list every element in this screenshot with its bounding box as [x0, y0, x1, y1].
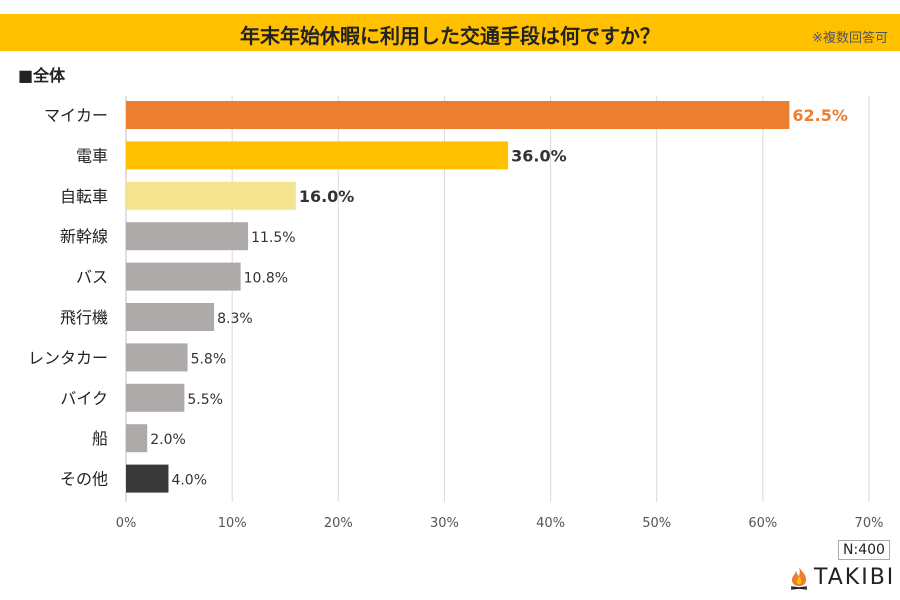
bar	[126, 464, 169, 493]
data-label: 16.0%	[299, 187, 355, 206]
multiple-answer-note: ※複数回答可	[812, 31, 888, 46]
data-label: 8.3%	[217, 311, 253, 327]
bar	[126, 343, 188, 372]
data-label: 62.5%	[792, 106, 848, 125]
category-label: 船	[92, 429, 108, 448]
takibi-logo: TAKIBI	[788, 565, 895, 590]
flame-icon	[790, 566, 808, 590]
bar	[126, 222, 249, 251]
x-tick-label: 60%	[748, 516, 777, 531]
bar	[126, 424, 148, 453]
data-label: 10.8%	[244, 271, 288, 287]
category-label: バイク	[60, 389, 108, 408]
category-label: 電車	[76, 146, 108, 165]
x-tick-label: 50%	[642, 516, 671, 531]
category-label: その他	[60, 470, 108, 489]
category-label: 飛行機	[60, 308, 108, 327]
x-tick-label: 70%	[855, 516, 884, 531]
x-tick-label: 20%	[324, 516, 353, 531]
category-label: 新幹線	[60, 227, 108, 246]
category-label: レンタカー	[28, 348, 108, 367]
x-tick-label: 30%	[430, 516, 459, 531]
bar	[126, 101, 790, 129]
data-label: 36.0%	[511, 146, 567, 165]
logo-text: TAKIBI	[814, 565, 896, 590]
bar	[126, 303, 215, 331]
data-label: 5.5%	[187, 392, 223, 408]
data-label: 11.5%	[251, 230, 295, 246]
bar	[126, 383, 185, 412]
data-label: 4.0%	[171, 473, 207, 489]
sample-size: N:400	[838, 540, 890, 560]
bar	[126, 262, 241, 291]
category-label: バス	[76, 268, 108, 287]
data-label: 2.0%	[150, 432, 186, 448]
title-banner: 年末年始休暇に利用した交通手段は何ですか？ ※複数回答可	[0, 14, 900, 51]
bar	[126, 181, 296, 210]
category-label: 自転車	[60, 187, 108, 206]
group-label: ■全体	[18, 66, 66, 85]
x-tick-label: 10%	[218, 516, 247, 531]
data-label: 5.8%	[191, 351, 227, 367]
category-label: マイカー	[44, 106, 108, 125]
x-tick-label: 0%	[116, 516, 137, 531]
bar	[126, 141, 509, 170]
x-tick-label: 40%	[536, 516, 565, 531]
chart-title: 年末年始休暇に利用した交通手段は何ですか？	[240, 24, 660, 48]
